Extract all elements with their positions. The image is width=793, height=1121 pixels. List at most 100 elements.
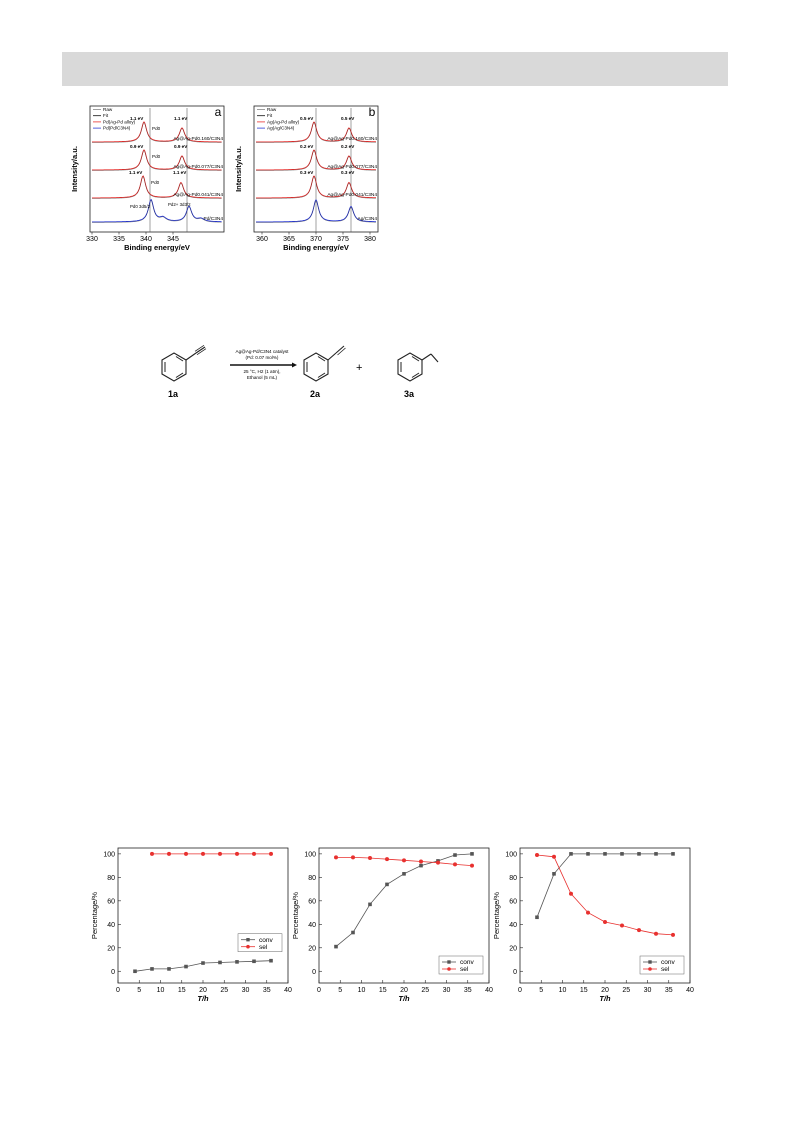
data-point-sel xyxy=(235,851,239,856)
data-point-sel xyxy=(402,858,406,863)
y-tick-label: 60 xyxy=(509,898,517,905)
data-point-sel xyxy=(552,854,556,859)
xps-sample-label: Ag/C3N4 xyxy=(358,216,378,222)
xps-fit-curve xyxy=(92,150,222,171)
x-axis-label: T/h xyxy=(197,994,209,1003)
xps-sample-label: Ag@Ag-Pd0.160/C3N4 xyxy=(173,136,223,142)
xps-tick-label: 330 xyxy=(86,236,98,243)
xps-shift-label: 1.1 eV xyxy=(129,170,143,175)
x-tick-label: 40 xyxy=(485,987,493,994)
xps-legend-entry: Pd(Pd/C3N4) xyxy=(103,126,131,131)
conversion-chart-1: 0 5 10 15 20 25 30 35 40 0 20 40 60 80 100 T/h Percentag… xyxy=(90,847,292,1003)
data-point-sel xyxy=(535,853,539,858)
x-tick-label: 15 xyxy=(580,987,588,994)
series-line-conv xyxy=(335,853,473,947)
xps-pd0-label: Pd0 xyxy=(152,154,161,159)
data-point-conv xyxy=(269,958,273,963)
data-point-sel xyxy=(470,863,474,868)
xps-tick-label: 360 xyxy=(256,236,268,243)
xps-figure-b: 360 365 370 375 380 Binding energy/eV Intensit… xyxy=(234,105,379,252)
data-point-sel xyxy=(620,923,624,928)
data-point-conv xyxy=(252,959,256,964)
xps-tick-label: 380 xyxy=(364,236,376,243)
y-tick-label: 100 xyxy=(505,851,517,858)
y-tick-label: 40 xyxy=(509,922,517,929)
xps-fit-curve xyxy=(92,122,222,143)
data-point-conv xyxy=(637,852,641,856)
xps-pd-bottom-label: Pd2+ 3d3/2 xyxy=(168,202,191,207)
xps-spectrum xyxy=(92,121,222,143)
molecule-1a xyxy=(161,344,207,382)
scheme-catalyst: Ag@Ag-Pd/C3N4 catalyst xyxy=(236,349,290,354)
data-point-sel xyxy=(184,851,188,856)
xps-pd0-label: Pd0 xyxy=(151,180,160,185)
data-point-conv xyxy=(470,852,474,856)
y-axis-label: Percentage/% xyxy=(291,892,300,939)
data-point-sel xyxy=(334,855,338,860)
data-point-conv xyxy=(569,852,573,856)
data-point-conv xyxy=(671,852,675,856)
scheme-solvent: Ethanol (5 mL) xyxy=(247,375,278,380)
x-tick-label: 20 xyxy=(400,987,408,994)
xps-shift-label: 1.1 eV xyxy=(173,170,187,175)
data-point-sel xyxy=(419,859,423,864)
data-point-conv xyxy=(402,872,406,876)
legend-label-sel: sel xyxy=(661,966,670,973)
xps-fit-curve xyxy=(256,150,377,171)
legend-label-sel: sel xyxy=(460,966,469,973)
data-point-conv xyxy=(133,969,137,974)
xps-sample-label: Ag@Ag-Pd0.160/C3N4 xyxy=(327,136,377,142)
data-point-conv xyxy=(620,852,624,856)
x-tick-label: 30 xyxy=(242,987,250,994)
y-tick-label: 20 xyxy=(509,945,517,952)
xps-fit-curve xyxy=(92,176,222,199)
x-tick-label: 10 xyxy=(157,987,165,994)
xps-spectrum xyxy=(92,175,222,199)
xps-shift-label: 0.2 eV xyxy=(341,144,355,149)
y-axis-label: Percentage/% xyxy=(90,892,99,939)
xps-shift-label: 1.1 eV xyxy=(130,116,144,121)
molecule-2a xyxy=(303,345,346,382)
data-point-conv xyxy=(586,852,590,856)
label-3a: 3a xyxy=(404,389,415,399)
x-tick-label: 35 xyxy=(665,987,673,994)
y-tick-label: 60 xyxy=(107,898,115,905)
x-tick-label: 15 xyxy=(379,987,387,994)
x-tick-label: 5 xyxy=(539,987,543,994)
xps-shift-label: 0.2 eV xyxy=(300,144,314,149)
x-axis-label: T/h xyxy=(398,994,410,1003)
x-tick-label: 40 xyxy=(284,987,292,994)
xps-shift-label: 0.9 eV xyxy=(174,144,188,149)
xps-fit-curve xyxy=(92,199,222,223)
y-tick-label: 80 xyxy=(107,875,115,882)
xps-fit-curve xyxy=(256,200,376,223)
data-point-conv xyxy=(654,852,658,856)
data-point-conv xyxy=(552,872,556,876)
xps-ylabel: Intensity/a.u. xyxy=(234,146,243,192)
xps-tick-label: 370 xyxy=(310,236,322,243)
y-tick-label: 100 xyxy=(103,851,115,858)
data-point-sel xyxy=(385,857,389,862)
xps-shift-label: 0.3 eV xyxy=(300,170,314,175)
x-tick-label: 20 xyxy=(601,987,609,994)
xps-sample-label: Ag@Ag-Pd0.041/C3N4 xyxy=(173,192,223,198)
xps-legend-entry: Pd(Ag-Pd alloy) xyxy=(103,119,136,124)
data-point-conv xyxy=(351,930,355,935)
xps-xlabel: Binding energy/eV xyxy=(283,243,349,252)
xps-legend-entry: Ag(Ag/C3N4) xyxy=(267,126,295,131)
data-point-sel xyxy=(167,851,171,856)
y-tick-label: 80 xyxy=(509,875,517,882)
data-point-sel xyxy=(453,862,457,867)
y-tick-label: 40 xyxy=(308,922,316,929)
data-point-conv xyxy=(385,882,389,887)
xps-tick-label: 345 xyxy=(167,236,179,243)
xps-fit-curve xyxy=(256,122,377,143)
data-point-conv xyxy=(419,863,423,868)
x-axis-label: T/h xyxy=(599,994,611,1003)
xps-legend-entry: Fit xyxy=(267,113,273,118)
x-tick-label: 25 xyxy=(421,987,429,994)
data-point-conv xyxy=(453,853,457,857)
molecule-3a xyxy=(397,352,439,382)
data-point-conv xyxy=(368,902,372,907)
